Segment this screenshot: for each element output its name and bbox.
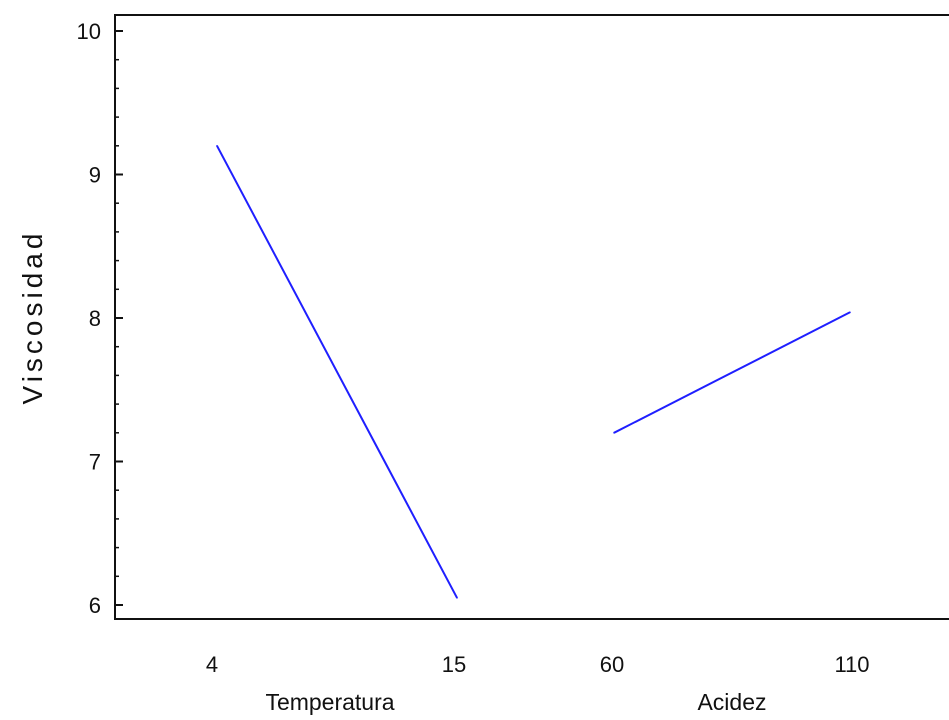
y-tick-group: 6 7 8 9 10 xyxy=(77,19,123,618)
acidez-effect-line xyxy=(613,311,851,434)
temperatura-effect-line xyxy=(216,145,458,599)
y-tick-label: 9 xyxy=(89,163,101,188)
y-tick-label: 10 xyxy=(77,19,101,44)
acidez-data-point xyxy=(849,311,851,314)
y-tick-label: 6 xyxy=(89,593,101,618)
x-tick-label-acidez-high: 110 xyxy=(834,652,869,677)
x-tick-label-acidez-low: 60 xyxy=(600,652,624,677)
x-tick-label-temperatura-low: 4 xyxy=(206,652,218,677)
x-tick-label-temperatura-high: 15 xyxy=(442,652,466,677)
acidez-data-point xyxy=(613,432,615,434)
y-axis-label: Viscosidad xyxy=(17,230,48,405)
y-tick-label: 7 xyxy=(89,450,101,475)
temperatura-data-point xyxy=(456,597,458,599)
temperatura-data-point xyxy=(216,145,218,147)
x-axis-label-acidez: Acidez xyxy=(697,689,766,715)
series-group xyxy=(216,145,851,599)
x-axis-label-temperatura: Temperatura xyxy=(265,689,394,715)
y-tick-label: 8 xyxy=(89,306,101,331)
plot-area-frame xyxy=(114,14,949,620)
